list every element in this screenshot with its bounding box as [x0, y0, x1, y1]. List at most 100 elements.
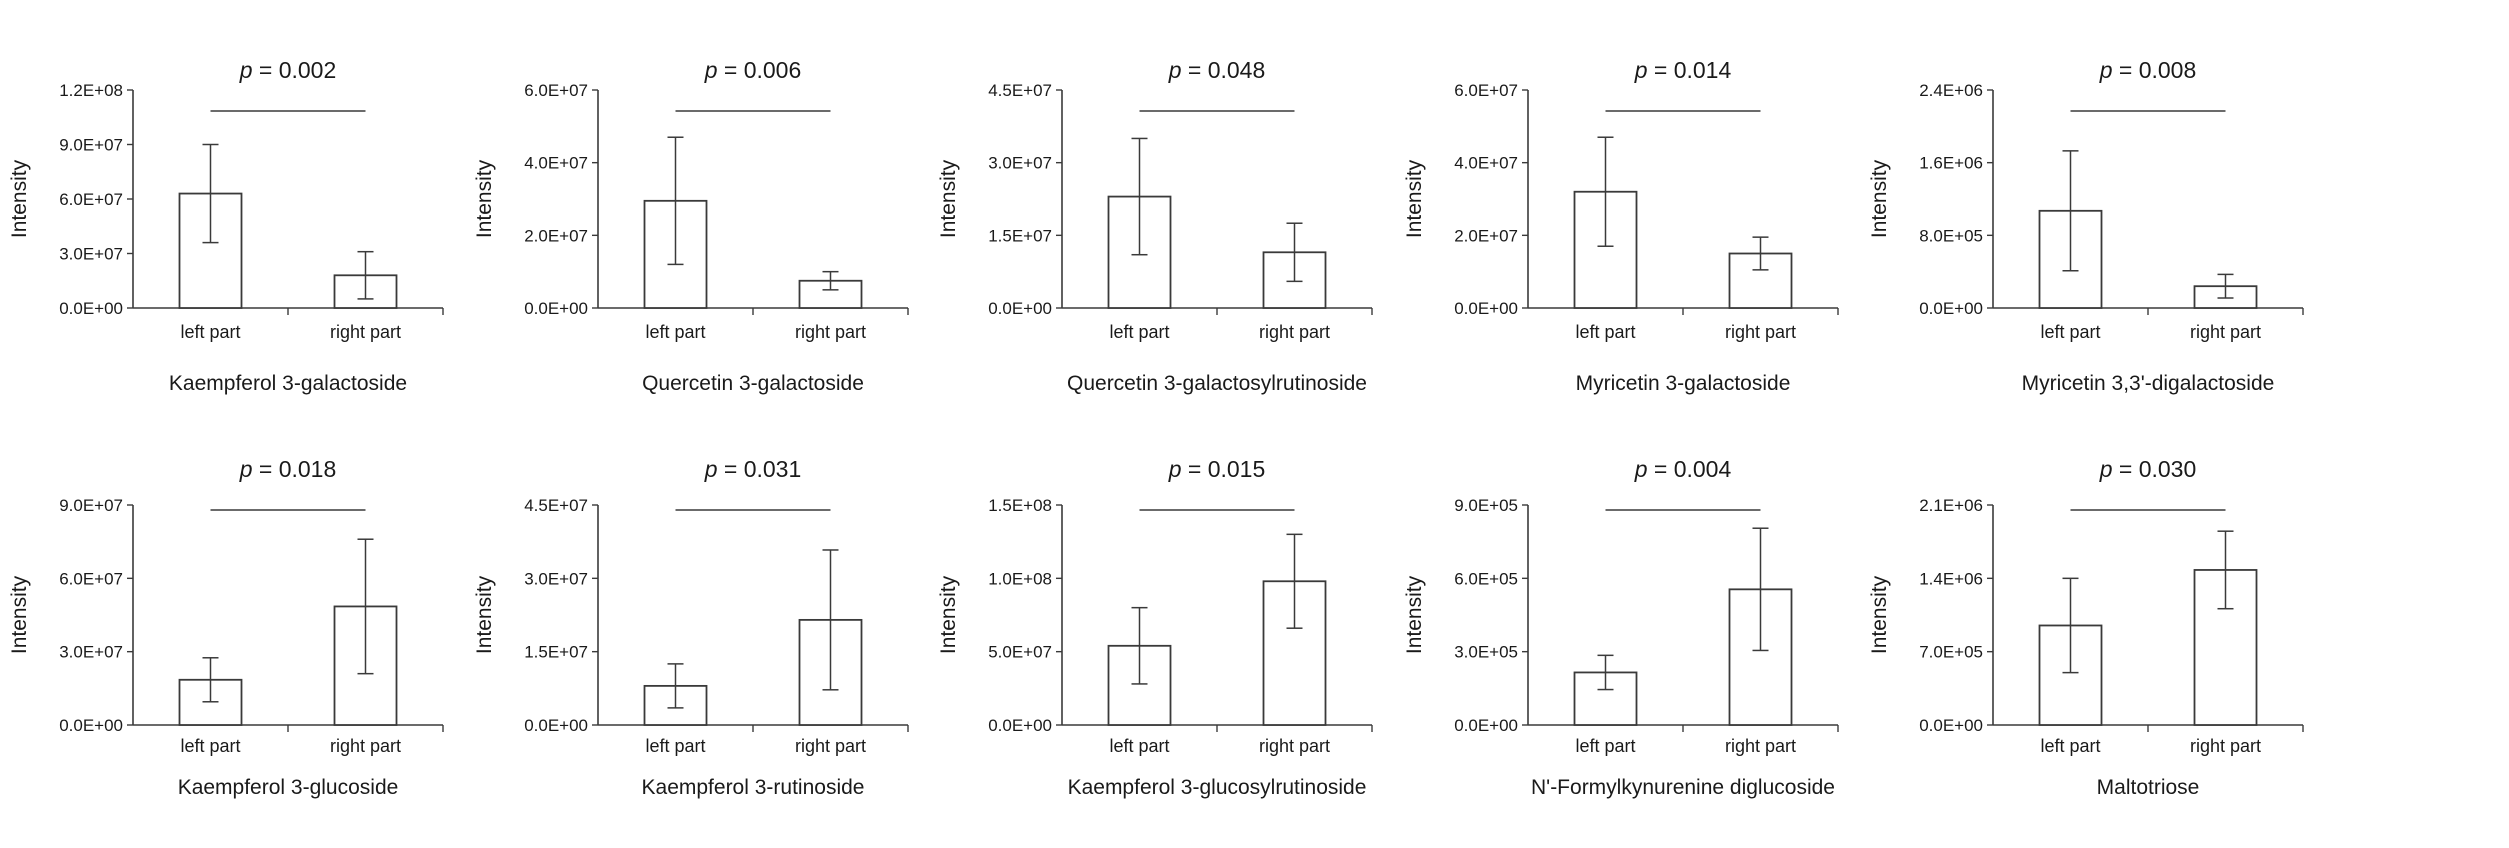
y-tick-label: 8.0E+05: [1919, 226, 1983, 245]
y-tick-label: 4.5E+07: [524, 496, 588, 515]
p-symbol: p: [239, 456, 253, 482]
p-value: = 0.048: [1182, 57, 1266, 83]
y-axis-label: Intensity: [8, 159, 31, 238]
chart-title: Quercetin 3-galactosylrutinoside: [1067, 372, 1367, 395]
chart-panel: 0.0E+00 1.5E+07 3.0E+07 4.5E+07 Intensity lef…: [473, 456, 909, 799]
y-tick-label: 2.0E+07: [524, 226, 588, 245]
y-tick-label: 0.0E+00: [1919, 299, 1983, 318]
p-value: = 0.002: [253, 57, 337, 83]
p-value-label: p = 0.015: [1168, 456, 1266, 482]
bar: [1728, 252, 1793, 309]
y-tick-label: 1.2E+08: [59, 81, 123, 100]
p-value-label: p = 0.030: [2099, 456, 2197, 482]
p-value: = 0.008: [2113, 57, 2197, 83]
p-value-label: p = 0.002: [239, 57, 337, 83]
y-tick-label: 3.0E+07: [988, 154, 1052, 173]
chart-title: Myricetin 3,3'-digalactoside: [2022, 372, 2275, 395]
p-value: = 0.014: [1648, 57, 1732, 83]
x-tick-label: right part: [1259, 322, 1330, 342]
p-value: = 0.031: [718, 456, 802, 482]
x-tick-label: right part: [330, 736, 401, 756]
p-symbol: p: [704, 57, 718, 83]
y-axis-label: Intensity: [1868, 159, 1891, 238]
y-tick-label: 0.0E+00: [1919, 716, 1983, 735]
y-axis-label: Intensity: [1403, 575, 1426, 654]
y-axis-label: Intensity: [1403, 159, 1426, 238]
x-tick-label: left part: [645, 322, 705, 342]
p-symbol: p: [239, 57, 253, 83]
y-tick-label: 2.0E+07: [1454, 226, 1518, 245]
p-value-label: p = 0.006: [704, 57, 802, 83]
p-symbol: p: [704, 456, 718, 482]
x-tick-label: left part: [180, 322, 240, 342]
p-value-label: p = 0.008: [2099, 57, 2197, 83]
y-tick-label: 1.5E+07: [988, 226, 1052, 245]
y-axis-label: Intensity: [937, 159, 960, 238]
y-tick-label: 6.0E+07: [59, 190, 123, 209]
y-axis-label: Intensity: [473, 575, 496, 654]
y-tick-label: 2.4E+06: [1919, 81, 1983, 100]
chart-title: Maltotriose: [2097, 776, 2200, 799]
chart-panel: 0.0E+00 3.0E+05 6.0E+05 9.0E+05 Intensity lef…: [1403, 456, 1839, 799]
y-tick-label: 1.5E+07: [524, 643, 588, 662]
p-symbol: p: [2099, 456, 2113, 482]
x-tick-label: left part: [1575, 322, 1635, 342]
p-value-label: p = 0.014: [1634, 57, 1732, 83]
x-tick-label: left part: [645, 736, 705, 756]
x-tick-label: left part: [1109, 736, 1169, 756]
p-value-label: p = 0.018: [239, 456, 337, 482]
y-tick-label: 2.1E+06: [1919, 496, 1983, 515]
p-symbol: p: [1634, 456, 1648, 482]
chart-panel: 0.0E+00 5.0E+07 1.0E+08 1.5E+08 Intensity lef…: [937, 456, 1373, 799]
chart-panel: 0.0E+00 1.5E+07 3.0E+07 4.5E+07 Intensity lef…: [937, 57, 1373, 395]
chart-panel: 0.0E+00 8.0E+05 1.6E+06 2.4E+06 Intensity lef…: [1868, 57, 2304, 395]
y-tick-label: 6.0E+07: [59, 569, 123, 588]
p-value: = 0.015: [1182, 456, 1266, 482]
y-axis-label: Intensity: [937, 575, 960, 654]
y-tick-label: 0.0E+00: [988, 299, 1052, 318]
p-value-label: p = 0.031: [704, 456, 802, 482]
y-tick-label: 4.5E+07: [988, 81, 1052, 100]
chart-panel: 0.0E+00 2.0E+07 4.0E+07 6.0E+07 Intensity lef…: [1403, 57, 1839, 395]
p-symbol: p: [1634, 57, 1648, 83]
y-tick-label: 9.0E+07: [59, 136, 123, 155]
y-tick-label: 0.0E+00: [1454, 299, 1518, 318]
x-tick-label: left part: [1575, 736, 1635, 756]
y-tick-label: 9.0E+05: [1454, 496, 1518, 515]
x-tick-label: right part: [1725, 736, 1796, 756]
y-tick-label: 3.0E+07: [59, 245, 123, 264]
y-tick-label: 4.0E+07: [1454, 154, 1518, 173]
p-value: = 0.030: [2113, 456, 2197, 482]
y-tick-label: 5.0E+07: [988, 643, 1052, 662]
y-tick-label: 4.0E+07: [524, 154, 588, 173]
x-tick-label: left part: [2040, 736, 2100, 756]
x-tick-label: right part: [1259, 736, 1330, 756]
y-axis-label: Intensity: [8, 575, 31, 654]
y-axis-label: Intensity: [473, 159, 496, 238]
chart-panel: 0.0E+00 7.0E+05 1.4E+06 2.1E+06 Intensity lef…: [1868, 456, 2304, 799]
p-symbol: p: [2099, 57, 2113, 83]
chart-title: Quercetin 3-galactoside: [642, 372, 864, 395]
y-axis-label: Intensity: [1868, 575, 1891, 654]
y-tick-label: 3.0E+05: [1454, 643, 1518, 662]
x-tick-label: right part: [2190, 736, 2261, 756]
p-symbol: p: [1168, 57, 1182, 83]
y-tick-label: 6.0E+07: [1454, 81, 1518, 100]
chart-panel: 0.0E+00 3.0E+07 6.0E+07 9.0E+07 Intensity lef…: [8, 456, 444, 799]
x-tick-label: right part: [795, 736, 866, 756]
p-value-label: p = 0.048: [1168, 57, 1266, 83]
p-symbol: p: [1168, 456, 1182, 482]
y-tick-label: 0.0E+00: [1454, 716, 1518, 735]
y-tick-label: 6.0E+07: [524, 81, 588, 100]
y-tick-label: 1.5E+08: [988, 496, 1052, 515]
chart-title: Myricetin 3-galactoside: [1576, 372, 1791, 395]
chart-title: N'-Formylkynurenine diglucoside: [1531, 776, 1835, 799]
chart-title: Kaempferol 3-rutinoside: [642, 776, 865, 799]
x-tick-label: left part: [180, 736, 240, 756]
y-tick-label: 6.0E+05: [1454, 569, 1518, 588]
y-tick-label: 0.0E+00: [988, 716, 1052, 735]
y-tick-label: 7.0E+05: [1919, 643, 1983, 662]
y-tick-label: 1.0E+08: [988, 569, 1052, 588]
x-tick-label: right part: [795, 322, 866, 342]
